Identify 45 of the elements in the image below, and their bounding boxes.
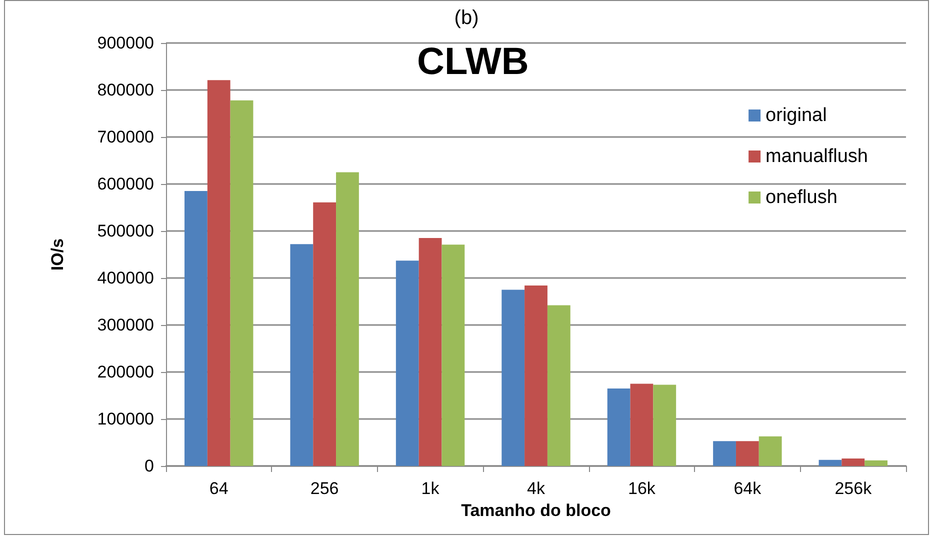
y-tick-label: 300000 xyxy=(97,316,154,334)
y-tick-label: 800000 xyxy=(97,80,154,100)
legend-label: original xyxy=(766,105,827,126)
x-tick-label: 256 xyxy=(310,479,339,498)
bar xyxy=(313,202,336,466)
chart-title: (b) xyxy=(454,7,479,29)
legend-label: manualflush xyxy=(766,146,868,167)
bar xyxy=(290,244,314,466)
bar xyxy=(842,458,865,466)
bar xyxy=(607,388,630,466)
bar xyxy=(207,80,230,466)
x-tick-label: 4k xyxy=(527,479,546,498)
bar xyxy=(818,460,842,466)
annotation: CLWB xyxy=(417,41,529,83)
x-tick-label: 256k xyxy=(834,479,872,498)
x-axis-title: Tamanho do bloco xyxy=(461,500,611,520)
y-tick-label: 200000 xyxy=(97,362,154,382)
bar xyxy=(524,286,548,466)
bar xyxy=(630,384,654,466)
bar xyxy=(418,238,442,466)
legend-label: oneflush xyxy=(766,187,838,208)
bar xyxy=(736,441,759,466)
bar xyxy=(502,290,525,466)
bar xyxy=(547,305,570,466)
x-tick-label: 1k xyxy=(421,479,440,498)
y-axis-title: IO/s xyxy=(48,238,67,271)
y-tick-label: 100000 xyxy=(97,410,154,428)
x-tick-label: 16k xyxy=(628,479,656,498)
x-tick-label: 64 xyxy=(209,479,228,498)
bar xyxy=(864,460,888,466)
bar xyxy=(184,191,208,466)
bar xyxy=(396,260,419,466)
y-tick-label: 500000 xyxy=(97,222,154,240)
y-tick-label: 600000 xyxy=(97,174,154,194)
bar xyxy=(653,384,676,466)
bar xyxy=(442,244,465,466)
bar xyxy=(713,441,736,466)
bar xyxy=(336,172,359,466)
bar xyxy=(758,436,782,466)
y-tick-label: 0 xyxy=(144,456,154,476)
y-tick-label: 700000 xyxy=(97,128,154,146)
bar xyxy=(230,100,254,466)
y-tick-label: 400000 xyxy=(97,268,154,288)
x-tick-label: 64k xyxy=(734,479,762,498)
y-tick-label: 900000 xyxy=(97,34,154,52)
